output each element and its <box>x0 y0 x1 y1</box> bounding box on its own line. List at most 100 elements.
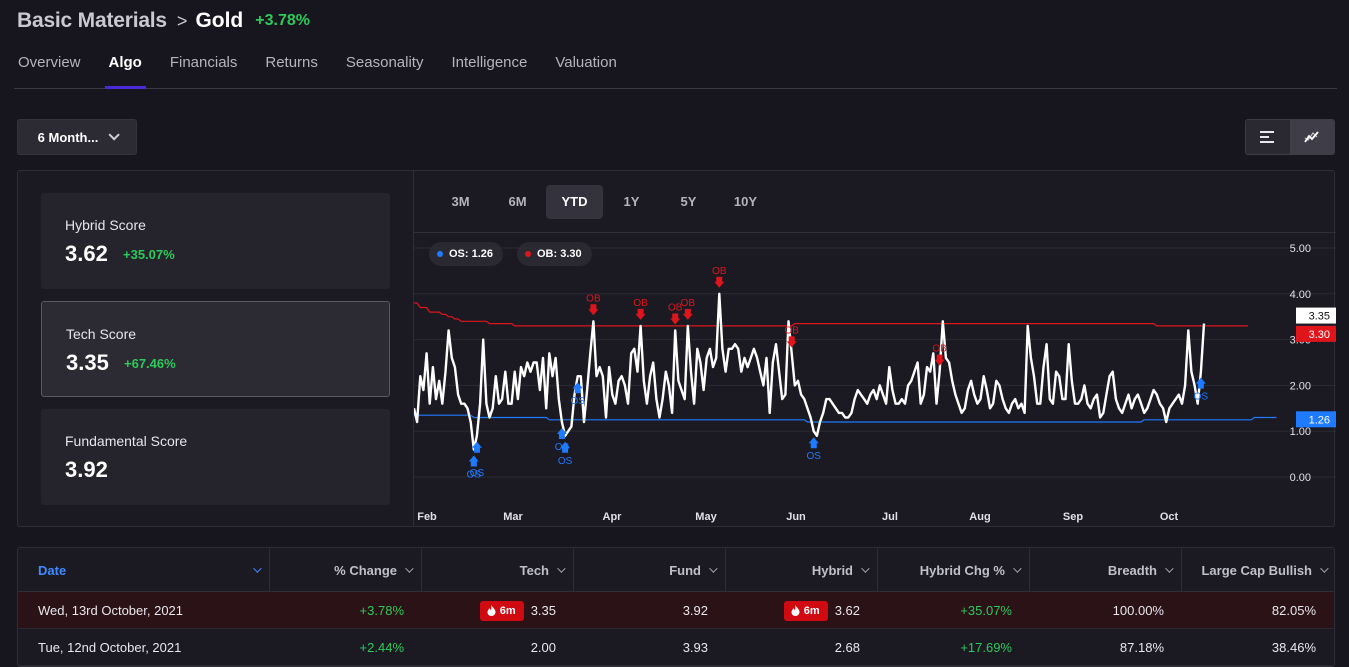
tech-score-card[interactable]: Tech Score 3.35 +67.46% <box>41 301 390 397</box>
ob-arrow-icon <box>714 276 725 288</box>
column-header-fund[interactable]: Fund <box>574 548 726 592</box>
list-view-button[interactable] <box>1246 120 1290 154</box>
chart-view-button[interactable] <box>1290 120 1334 154</box>
ob-marker-label: OB <box>586 293 601 304</box>
range-1y[interactable]: 1Y <box>623 194 640 209</box>
fire-icon <box>791 605 800 616</box>
range-ytd[interactable]: YTD <box>546 184 603 219</box>
breadcrumb: Basic Materials > Gold +3.78% <box>17 6 310 36</box>
os-threshold-line <box>414 414 1277 423</box>
ob-arrow-icon <box>670 313 681 325</box>
column-header-tech[interactable]: Tech <box>422 548 574 592</box>
cell-change: +3.78% <box>359 603 404 618</box>
x-tick-label: May <box>695 511 717 523</box>
y-tick-label: 5.00 <box>1290 243 1311 255</box>
ob-marker-label: OB <box>932 344 947 355</box>
tab-intelligence[interactable]: Intelligence <box>451 54 528 71</box>
y-tick-label: 4.00 <box>1290 289 1311 301</box>
page-title: Gold <box>195 9 244 32</box>
card-label: Fundamental Score <box>65 433 188 449</box>
cell-fund: 3.93 <box>682 640 708 655</box>
chevron-down-icon <box>108 129 121 141</box>
os-marker-label: OS <box>806 451 821 462</box>
fire-badge: 6m <box>783 600 828 621</box>
card-value: 3.35 <box>66 350 109 375</box>
range-10y[interactable]: 10Y <box>733 194 758 209</box>
os-value-label: 1.26 <box>1309 414 1330 426</box>
cell-fund: 3.92 <box>682 603 708 618</box>
ob-marker-label: OB <box>633 298 648 309</box>
os-marker-label: OS <box>1194 392 1209 403</box>
list-icon <box>1260 131 1274 143</box>
cell-hybrid-chg: +35.07% <box>960 603 1012 618</box>
chevron-down-icon <box>861 564 870 573</box>
tab-returns[interactable]: Returns <box>265 54 318 71</box>
tab-seasonality[interactable]: Seasonality <box>345 54 424 71</box>
ob-arrow-icon <box>682 308 693 320</box>
algo-panel: Hybrid Score 3.62 +35.07% Tech Score 3.3… <box>17 170 1336 527</box>
range-3m[interactable]: 3M <box>451 194 470 209</box>
ob-arrow-icon <box>588 304 599 316</box>
card-value: 3.92 <box>65 457 108 482</box>
os-value-tag <box>1296 411 1336 428</box>
table-row[interactable]: Wed, 13rd October, 2021 +3.78% 6m 3.35 3… <box>18 592 1334 629</box>
ob-legend-label: OB: 3.30 <box>537 248 582 260</box>
header-change: +3.78% <box>255 12 310 29</box>
tab-bar: Overview Algo Financials Returns Seasona… <box>14 46 1337 89</box>
column-header-date[interactable]: Date <box>18 548 270 592</box>
x-tick-label: Oct <box>1160 511 1179 523</box>
os-arrow-icon <box>560 441 571 453</box>
card-change: +35.07% <box>123 247 175 262</box>
tech-score-line <box>414 292 1206 451</box>
os-marker-label: OS <box>570 396 585 407</box>
ob-marker-label: OB <box>784 325 799 336</box>
chart-area: 3M 6M YTD 1Y 5Y 10Y OS: 1.26 OB: 3.30 0.… <box>413 171 1336 526</box>
os-arrow-icon <box>471 441 482 453</box>
fundamental-score-card[interactable]: Fundamental Score 3.92 <box>41 409 390 505</box>
range-5y[interactable]: 5Y <box>680 194 697 209</box>
tab-algo[interactable]: Algo <box>104 46 147 89</box>
ob-arrow-icon <box>934 354 945 366</box>
cell-tech: 6m 3.35 <box>422 592 566 629</box>
fire-badge: 6m <box>479 600 524 621</box>
chevron-down-icon <box>1165 564 1174 573</box>
card-label: Tech Score <box>66 326 137 342</box>
period-dropdown-label: 6 Month... <box>37 129 99 145</box>
os-marker-label: OS <box>470 468 485 479</box>
ob-arrow-icon <box>786 336 797 348</box>
ob-dot-icon <box>525 251 531 257</box>
breadcrumb-separator: > <box>176 10 188 31</box>
os-arrow-icon <box>556 428 567 440</box>
os-marker-label: OS <box>467 470 482 481</box>
column-header-breadth[interactable]: Breadth <box>1030 548 1182 592</box>
tab-financials[interactable]: Financials <box>169 54 238 71</box>
ob-legend-pill: OB: 3.30 <box>517 242 592 266</box>
ob-marker-label: OB <box>668 302 683 313</box>
ob-value-label: 3.30 <box>1309 329 1330 341</box>
breadcrumb-sector[interactable]: Basic Materials <box>17 9 167 32</box>
column-header-hybrid[interactable]: Hybrid <box>726 548 878 592</box>
column-header-large-cap-bullish[interactable]: Large Cap Bullish <box>1182 548 1334 592</box>
x-tick-label: Mar <box>503 511 523 523</box>
hybrid-score-card[interactable]: Hybrid Score 3.62 +35.07% <box>41 193 390 289</box>
card-label: Hybrid Score <box>65 217 146 233</box>
chevron-down-icon <box>557 564 566 573</box>
cell-hybrid: 2.68 <box>834 640 860 655</box>
os-legend-label: OS: 1.26 <box>449 248 494 260</box>
cell-breadth: 87.18% <box>1119 640 1164 655</box>
tab-valuation[interactable]: Valuation <box>555 54 617 71</box>
range-6m[interactable]: 6M <box>508 194 527 209</box>
column-header-change[interactable]: % Change <box>270 548 422 592</box>
score-value-label: 3.35 <box>1309 311 1330 323</box>
y-tick-label: 1.00 <box>1290 426 1311 438</box>
ob-threshold-line <box>414 302 1249 327</box>
chevron-down-icon <box>1013 564 1022 573</box>
cell-date: Wed, 13rd October, 2021 <box>38 603 184 618</box>
score-chart[interactable]: 0.001.002.003.004.005.00FebMarAprMayJunJ… <box>414 233 1336 526</box>
tab-overview[interactable]: Overview <box>18 54 81 71</box>
column-header-hybrid-chg[interactable]: Hybrid Chg % <box>878 548 1030 592</box>
table-row[interactable]: Tue, 12nd October, 2021 +2.44% 2.00 3.93… <box>18 629 1334 666</box>
y-tick-label: 2.00 <box>1290 380 1311 392</box>
os-legend-pill: OS: 1.26 <box>429 242 504 266</box>
period-dropdown[interactable]: 6 Month... <box>17 119 137 155</box>
